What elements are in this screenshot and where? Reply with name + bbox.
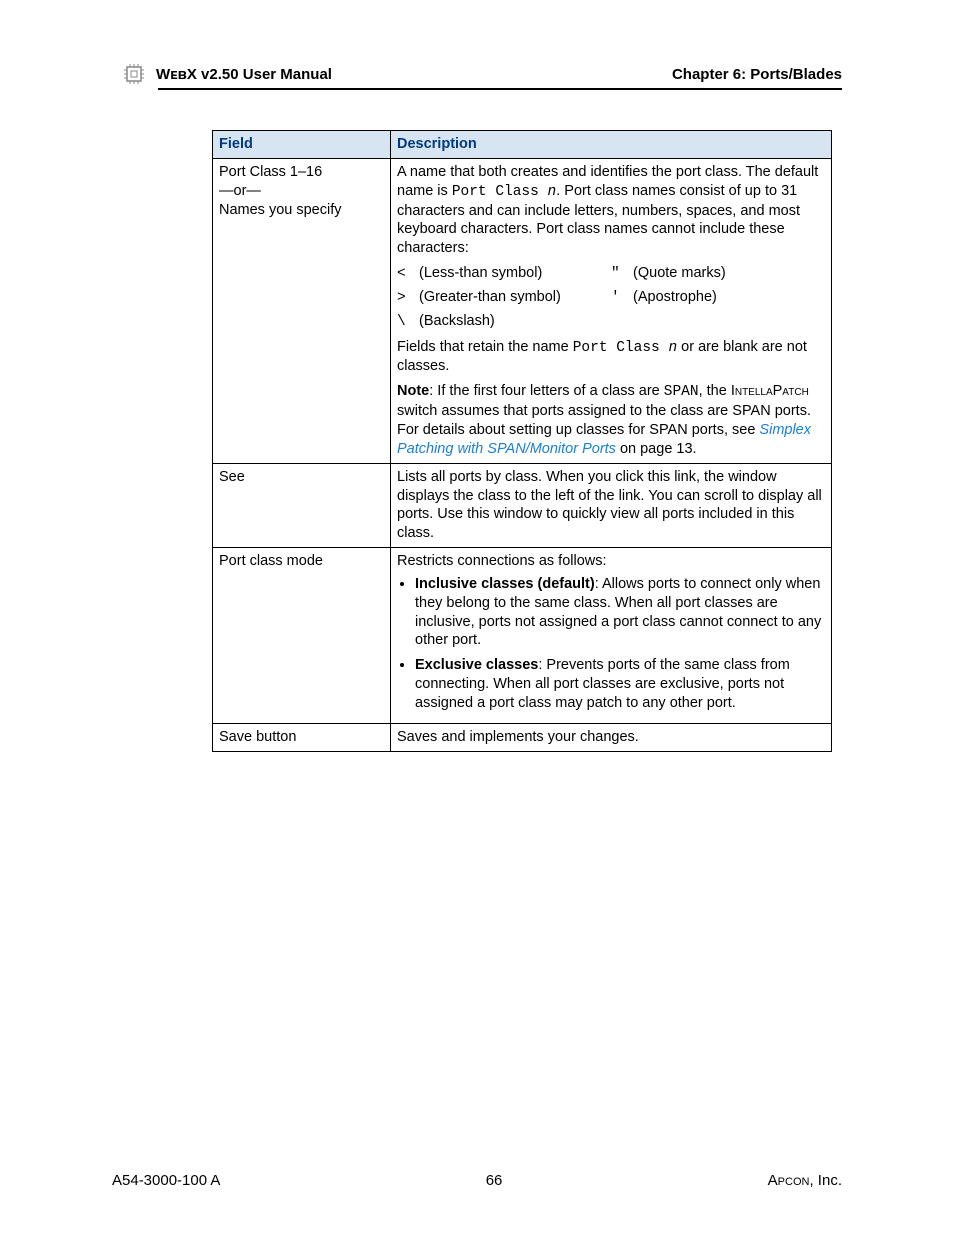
description-cell: Saves and implements your changes. [391,723,832,751]
table-header-row: Field Description [213,131,832,159]
page: WᴇʙX v2.50 User Manual Chapter 6: Ports/… [0,0,954,1235]
text: , Inc. [809,1172,842,1189]
field-cell: Port class mode [213,548,391,724]
doc-number: A54-3000-100 A [112,1172,220,1189]
field-text: —or— [219,183,261,199]
symbol-label: (Quote marks) [633,265,726,281]
table-row: Save button Saves and implements your ch… [213,723,832,751]
table-row: Port Class 1–16 —or— Names you specify A… [213,158,832,463]
code-text: Port Class [452,184,548,200]
symbol: \ [397,313,419,332]
bullet-item: Inclusive classes (default): Allows port… [415,575,825,650]
col-field: Field [213,131,391,159]
table-row: Port class mode Restricts connections as… [213,548,832,724]
symbol: " [611,265,633,284]
company-name: Apcon, Inc. [768,1172,842,1189]
chapter-title: Chapter 6: Ports/Blades [672,66,842,83]
header-rule [158,88,842,90]
bullet-item: Exclusive classes: Prevents ports of the… [415,656,825,713]
desc-paragraph: Fields that retain the name Port Class n… [397,338,825,377]
symbol-label: (Backslash) [419,313,495,329]
text: Apcon [768,1172,810,1189]
text: switch assumes that ports assigned to th… [397,403,811,438]
description-cell: Lists all ports by class. When you click… [391,463,832,547]
text: Fields that retain the name [397,339,573,355]
footer: A54-3000-100 A 66 Apcon, Inc. [112,1172,842,1189]
page-number: 66 [486,1172,503,1189]
symbol-list: <(Less-than symbol) "(Quote marks) >(Gre… [397,264,825,332]
symbol: ' [611,289,633,308]
code-text: Port Class [573,340,669,356]
description-cell: Restricts connections as follows: Inclus… [391,548,832,724]
text: : If the first four letters of a class a… [429,383,664,399]
header: WᴇʙX v2.50 User Manual Chapter 6: Ports/… [122,62,842,86]
field-cell: Save button [213,723,391,751]
desc-paragraph: A name that both creates and identifies … [397,163,825,258]
bullets: Inclusive classes (default): Allows port… [397,575,825,713]
symbol: > [397,289,419,308]
bullet-label: Exclusive classes [415,657,538,673]
col-description: Description [391,131,832,159]
symbol-label: (Greater-than symbol) [419,289,561,305]
text: on page 13. [616,441,697,457]
code-text: n [668,340,677,356]
fields-table: Field Description Port Class 1–16 —or— N… [212,130,832,752]
code-text: SPAN [664,384,699,400]
note-paragraph: Note: If the first four letters of a cla… [397,382,825,458]
symbol: < [397,265,419,284]
manual-title: WᴇʙX v2.50 User Manual [156,66,332,83]
description-cell: A name that both creates and identifies … [391,158,832,463]
table-row: See Lists all ports by class. When you c… [213,463,832,547]
symbol-label: (Apostrophe) [633,289,717,305]
field-text: Names you specify [219,202,342,218]
field-text: Port Class 1–16 [219,164,322,180]
code-text: n [548,184,557,200]
field-cell: See [213,463,391,547]
field-cell: Port Class 1–16 —or— Names you specify [213,158,391,463]
note-label: Note [397,383,429,399]
product-name: IntellaPatch [731,383,809,399]
bullet-label: Inclusive classes (default) [415,576,595,592]
symbol-label: (Less-than symbol) [419,265,542,281]
text: , the [699,383,731,399]
text: Restricts connections as follows: [397,552,825,571]
chip-icon [122,62,146,86]
